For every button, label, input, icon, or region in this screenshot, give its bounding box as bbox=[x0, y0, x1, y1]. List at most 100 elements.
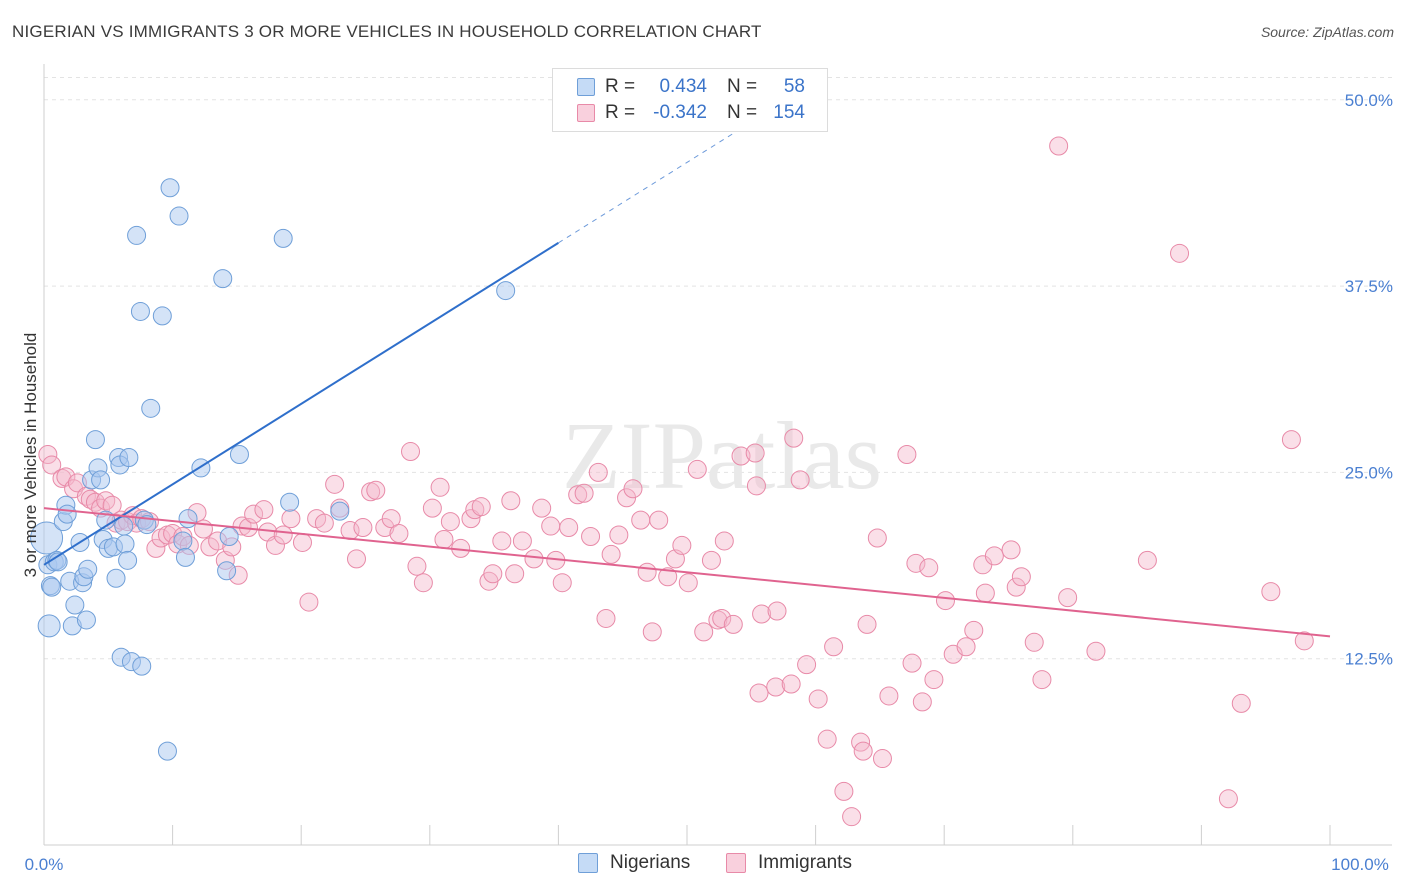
immigrants-point bbox=[524, 549, 544, 569]
immigrants-point bbox=[501, 491, 521, 511]
immigrants-point bbox=[834, 781, 854, 801]
r-label: R = bbox=[605, 102, 636, 123]
immigrants-point bbox=[964, 620, 984, 640]
nigerians-point bbox=[76, 610, 96, 630]
immigrants-swatch bbox=[577, 104, 595, 122]
nigerians-point bbox=[37, 614, 61, 638]
immigrants-point bbox=[1011, 567, 1031, 587]
immigrants-point bbox=[766, 677, 786, 697]
immigrants-point bbox=[401, 442, 421, 462]
nigerians-swatch bbox=[578, 853, 598, 873]
immigrants-point bbox=[389, 524, 409, 544]
legend-row-nigerians: R = 0.434 N = 58 bbox=[553, 74, 805, 100]
nigerians-point bbox=[229, 445, 249, 465]
immigrants-point bbox=[492, 531, 512, 551]
y-tick-label: 25.0% bbox=[1345, 463, 1393, 482]
immigrants-point bbox=[902, 653, 922, 673]
immigrants-point bbox=[767, 601, 787, 621]
immigrants-point bbox=[299, 592, 319, 612]
axes bbox=[43, 64, 1392, 846]
legend-label-immigrants: Immigrants bbox=[758, 852, 852, 873]
immigrants-point bbox=[1261, 582, 1281, 602]
immigrants-point bbox=[38, 445, 58, 465]
nigerians-point bbox=[173, 531, 193, 551]
n-label: N = bbox=[727, 102, 758, 123]
immigrants-point bbox=[1137, 550, 1157, 570]
nigerians-point bbox=[157, 741, 177, 761]
immigrants-point bbox=[746, 476, 766, 496]
chart-title: NIGERIAN VS IMMIGRANTS 3 OR MORE VEHICLE… bbox=[12, 22, 762, 41]
nigerians-point bbox=[118, 550, 138, 570]
immigrants-point bbox=[1006, 577, 1026, 597]
legend-item-immigrants: Immigrants bbox=[726, 852, 852, 874]
immigrants-point bbox=[1281, 430, 1301, 450]
immigrants-point bbox=[714, 531, 734, 551]
y-tick-labels: 12.5% 25.0% 37.5% 50.0% bbox=[1345, 91, 1393, 669]
immigrants-point bbox=[609, 525, 629, 545]
legend-label-nigerians: Nigerians bbox=[610, 852, 691, 873]
nigerians-point bbox=[57, 504, 77, 524]
immigrants-point bbox=[984, 546, 1004, 566]
immigrants-point bbox=[867, 528, 887, 548]
immigrants-point bbox=[790, 470, 810, 490]
immigrants-trend-line bbox=[43, 507, 1331, 638]
immigrants-point bbox=[483, 564, 503, 584]
immigrants-point bbox=[1032, 670, 1052, 690]
nigerians-swatch bbox=[577, 78, 595, 96]
immigrants-point bbox=[935, 591, 955, 611]
immigrants-point bbox=[588, 462, 608, 482]
nigerians-trend-extension bbox=[558, 121, 752, 244]
immigrants-point bbox=[1218, 789, 1238, 809]
immigrants-point bbox=[897, 445, 917, 465]
nigerians-point bbox=[115, 534, 135, 554]
immigrants-point bbox=[568, 485, 588, 505]
immigrants-point bbox=[353, 518, 373, 538]
immigrants-point bbox=[146, 538, 166, 558]
y-tick-label: 50.0% bbox=[1345, 91, 1393, 110]
immigrants-point bbox=[919, 558, 939, 578]
immigrants-point bbox=[273, 525, 293, 545]
immigrants-point bbox=[857, 614, 877, 634]
immigrants-point bbox=[581, 526, 601, 546]
nigerians-point bbox=[175, 547, 195, 567]
r-value: -0.342 bbox=[653, 102, 707, 123]
immigrants-point bbox=[42, 455, 62, 475]
nigerians-point bbox=[65, 595, 85, 615]
nigerians-point bbox=[213, 269, 233, 289]
immigrants-swatch bbox=[726, 853, 746, 873]
immigrants-point bbox=[731, 446, 751, 466]
nigerians-point bbox=[127, 225, 147, 245]
immigrants-point bbox=[853, 741, 873, 761]
immigrants-point bbox=[532, 498, 552, 518]
immigrants-point bbox=[784, 428, 804, 448]
nigerians-point bbox=[330, 501, 350, 521]
nigerians-point bbox=[106, 568, 126, 588]
immigrants-point bbox=[346, 549, 366, 569]
immigrants-point bbox=[687, 459, 707, 479]
immigrants-point bbox=[471, 497, 491, 517]
immigrants-point bbox=[631, 510, 651, 530]
correlation-legend: R = 0.434 N = 58 R = -0.342 N = 154 bbox=[552, 68, 828, 132]
nigerians-point bbox=[119, 448, 139, 467]
x-tick-label: 0.0% bbox=[25, 855, 64, 874]
x-tick-labels: 0.0% 100.0% bbox=[25, 855, 1389, 874]
immigrants-point bbox=[292, 532, 312, 552]
immigrants-point bbox=[541, 516, 561, 536]
immigrants-point bbox=[265, 535, 285, 555]
immigrants-point bbox=[749, 683, 769, 703]
immigrants-point bbox=[1001, 540, 1021, 560]
immigrants-point bbox=[808, 689, 828, 709]
immigrants-point bbox=[1231, 693, 1251, 713]
immigrants-point bbox=[956, 637, 976, 657]
watermark: ZIPatlas bbox=[562, 402, 882, 509]
immigrants-point bbox=[512, 531, 532, 551]
immigrants-point bbox=[817, 729, 837, 749]
nigerians-points bbox=[30, 178, 516, 761]
immigrants-point bbox=[1086, 641, 1106, 661]
x-tick-label: 100.0% bbox=[1331, 855, 1389, 874]
nigerians-point bbox=[42, 577, 62, 597]
immigrants-point bbox=[712, 608, 732, 628]
nigerians-point bbox=[169, 206, 189, 226]
y-axis-label: 3 or more Vehicles in Household bbox=[21, 333, 40, 578]
